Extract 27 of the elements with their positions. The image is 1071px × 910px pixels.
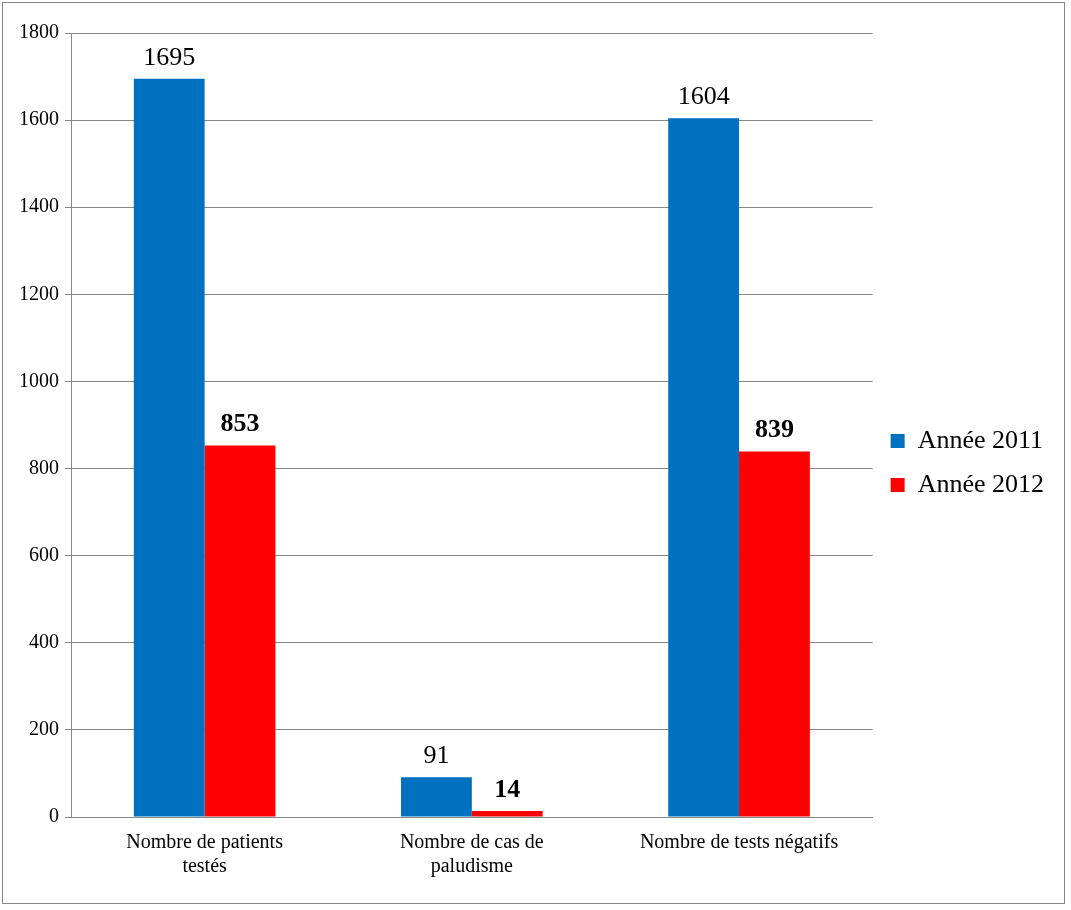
data-label: 839 <box>754 414 794 444</box>
legend-label: Année 2012 <box>917 468 1044 498</box>
x-tick-label: Nombre de cas de paludisme <box>399 830 544 878</box>
y-tick-label: 800 <box>29 455 59 478</box>
data-label: 14 <box>494 773 521 803</box>
bar <box>204 445 276 817</box>
y-tick-label: 1600 <box>19 107 59 130</box>
x-tick-label: Nombre de patients testés <box>126 830 284 877</box>
y-tick-label: 1000 <box>19 368 59 391</box>
bar <box>739 451 810 817</box>
bar <box>668 118 740 817</box>
x-tick-label: Nombre de tests négatifs <box>639 830 839 854</box>
y-tick-label: 1400 <box>19 194 59 217</box>
legend-label: Année 2011 <box>917 424 1044 454</box>
data-label: 1604 <box>677 81 730 111</box>
y-tick-label: 1200 <box>19 281 59 304</box>
data-label: 91 <box>423 740 450 770</box>
data-label: 1695 <box>143 41 196 71</box>
bar <box>401 777 472 817</box>
y-tick-label: 0 <box>49 804 59 827</box>
data-label: 853 <box>220 408 260 438</box>
bar <box>133 78 205 817</box>
y-tick-label: 200 <box>29 717 59 740</box>
y-tick-label: 600 <box>29 542 59 565</box>
bar <box>471 810 543 817</box>
y-tick-label: 400 <box>29 630 59 653</box>
y-tick-label: 1800 <box>19 20 59 43</box>
